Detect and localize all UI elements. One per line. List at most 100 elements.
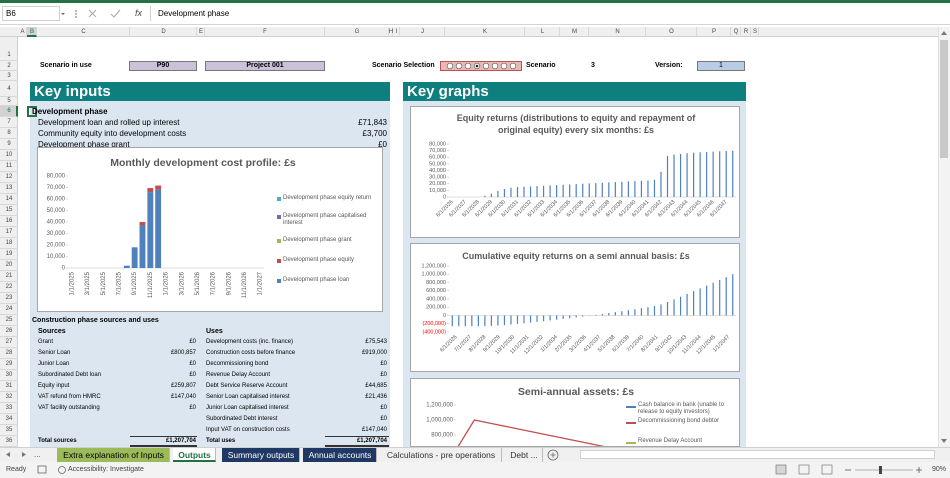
column-header-label[interactable]: M — [572, 29, 577, 35]
column-header-label[interactable]: K — [482, 29, 487, 35]
sheet-tab-label[interactable]: Extra explanation of Inputs — [63, 450, 164, 460]
column-header[interactable] — [525, 27, 560, 37]
tab-next[interactable] — [22, 452, 26, 457]
row-header-label[interactable]: 16 — [5, 218, 13, 224]
sheet-tab[interactable] — [57, 448, 170, 462]
row-header[interactable] — [0, 436, 18, 447]
row-header-label[interactable]: 35 — [5, 427, 13, 433]
formula-text[interactable]: Development phase — [158, 9, 230, 18]
row-header-label[interactable]: 7 — [7, 119, 11, 125]
row-header-label[interactable]: 34 — [5, 416, 13, 422]
horizontal-scrollbar[interactable] — [580, 450, 935, 459]
row-header[interactable] — [0, 161, 18, 172]
name-box-caret[interactable] — [61, 13, 65, 15]
radio[interactable] — [500, 62, 508, 70]
row-header[interactable] — [0, 392, 18, 403]
macro-icon[interactable] — [37, 465, 47, 474]
row-header[interactable] — [0, 326, 18, 337]
row-header-label[interactable]: 2 — [7, 63, 11, 69]
row-header[interactable] — [0, 216, 18, 227]
row-header[interactable] — [0, 37, 18, 61]
sheet-tab-label[interactable]: Summary outputs — [227, 450, 295, 460]
column-header[interactable] — [37, 27, 130, 37]
radio[interactable] — [482, 62, 490, 70]
column-header-label[interactable]: A — [20, 29, 25, 35]
row-header-label[interactable]: 17 — [5, 229, 13, 235]
enter-icon[interactable] — [110, 9, 121, 18]
column-header[interactable] — [400, 27, 445, 37]
row-header[interactable] — [0, 81, 18, 97]
zoom-in[interactable] — [916, 467, 922, 473]
column-header[interactable] — [741, 27, 751, 37]
radio[interactable] — [455, 62, 463, 70]
accessibility-icon[interactable] — [58, 466, 66, 474]
tab-prev[interactable] — [6, 452, 10, 457]
new-sheet-circle[interactable] — [547, 449, 559, 461]
row-header-label[interactable]: 8 — [7, 130, 11, 136]
row-header-label[interactable]: 23 — [5, 295, 13, 301]
column-header[interactable] — [560, 27, 589, 37]
row-header[interactable] — [0, 425, 18, 436]
sheet-tab-label[interactable]: Annual accounts — [308, 450, 372, 460]
column-header[interactable] — [751, 27, 759, 37]
column-header-label[interactable]: E — [198, 29, 203, 35]
column-header[interactable] — [27, 27, 37, 37]
row-header[interactable] — [0, 117, 18, 128]
scenario-options[interactable] — [440, 61, 522, 71]
row-header[interactable] — [0, 61, 18, 71]
row-header-label[interactable]: 12 — [5, 174, 13, 180]
row-header[interactable] — [0, 205, 18, 216]
column-header-label[interactable]: D — [161, 29, 166, 35]
row-header-label[interactable]: 15 — [5, 207, 13, 213]
row-header[interactable] — [0, 282, 18, 293]
row-header[interactable] — [0, 97, 18, 106]
scroll-down[interactable] — [941, 439, 947, 443]
column-header[interactable] — [197, 27, 205, 37]
row-header-label[interactable]: 21 — [5, 273, 13, 279]
sheet-tab[interactable] — [505, 448, 543, 462]
sheet-tab-label[interactable]: Debt ... — [510, 450, 538, 460]
row-header-label[interactable]: 3 — [7, 73, 11, 79]
tab-more[interactable]: ... — [34, 450, 41, 459]
row-header-label[interactable]: 5 — [7, 98, 11, 104]
row-header[interactable] — [0, 271, 18, 282]
radio[interactable] — [464, 62, 472, 70]
status-accessibility[interactable]: Accessibility: Investigate — [68, 466, 144, 473]
row-header-label[interactable]: 26 — [5, 328, 13, 334]
column-header-label[interactable]: O — [669, 29, 674, 35]
row-header-label[interactable]: 28 — [5, 350, 13, 356]
radio[interactable] — [491, 62, 499, 70]
column-header[interactable] — [130, 27, 197, 37]
scroll-thumb[interactable] — [940, 40, 948, 158]
column-header[interactable] — [646, 27, 697, 37]
column-header-label[interactable]: G — [354, 29, 360, 35]
radio[interactable] — [446, 62, 454, 70]
sheet-tab-label[interactable]: Calculations - pre operations — [386, 450, 496, 460]
row-header-label[interactable]: 31 — [5, 383, 13, 389]
column-header-label[interactable]: S — [752, 29, 757, 35]
column-header-label[interactable]: I — [395, 29, 398, 35]
column-header-label[interactable]: B — [29, 29, 34, 35]
zoom-thumb[interactable] — [879, 466, 882, 474]
column-header-label[interactable]: R — [743, 29, 749, 35]
row-header-label[interactable]: 30 — [5, 372, 13, 378]
row-header-label[interactable]: 1 — [7, 52, 11, 58]
row-header[interactable] — [0, 249, 18, 260]
row-header-label[interactable]: 19 — [5, 251, 13, 257]
view-break[interactable] — [821, 464, 833, 475]
column-header[interactable] — [18, 27, 27, 37]
name-box-text[interactable]: B6 — [6, 9, 16, 18]
row-header[interactable] — [0, 414, 18, 425]
column-header[interactable] — [697, 27, 731, 37]
row-header-label[interactable]: 6 — [7, 108, 11, 114]
row-header-label[interactable]: 13 — [5, 185, 13, 191]
row-header[interactable] — [0, 359, 18, 370]
row-header[interactable] — [0, 403, 18, 414]
view-normal[interactable] — [775, 464, 787, 475]
column-header-label[interactable]: F — [263, 29, 267, 35]
row-header-label[interactable]: 14 — [5, 196, 13, 202]
row-header-label[interactable]: 25 — [5, 317, 13, 323]
sheet-tab[interactable] — [173, 448, 216, 462]
row-header[interactable] — [0, 139, 18, 150]
sheet-tab[interactable] — [380, 448, 502, 462]
